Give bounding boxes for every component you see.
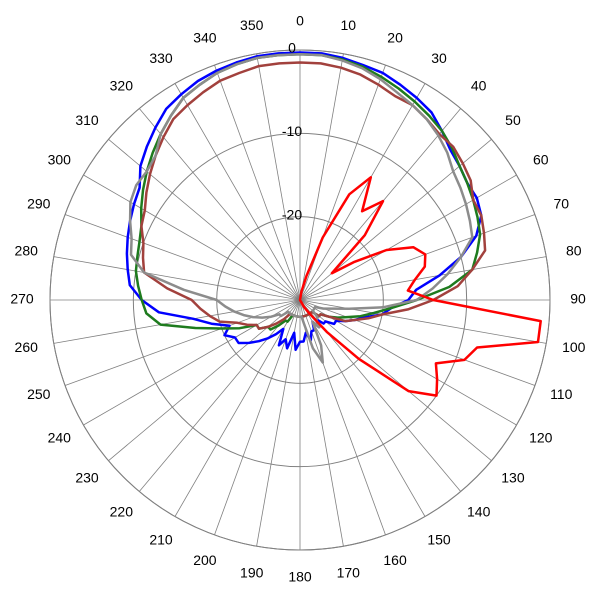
angle-label: 10: [340, 17, 356, 33]
angle-label: 230: [75, 469, 99, 485]
angle-label: 130: [501, 469, 525, 485]
angle-label: 260: [15, 339, 39, 355]
angle-label: 40: [471, 78, 487, 94]
series-line: [128, 52, 474, 364]
angle-label: 110: [550, 386, 573, 402]
angle-label: 290: [27, 196, 51, 212]
angle-label: 150: [427, 531, 451, 547]
spoke: [256, 53, 301, 301]
angle-label: 300: [48, 152, 72, 168]
spoke: [174, 83, 301, 301]
angle-label: 270: [10, 291, 34, 307]
angle-label: 320: [110, 78, 134, 94]
spoke: [174, 299, 301, 517]
angle-label: 310: [75, 112, 99, 128]
series-line: [125, 51, 483, 352]
spoke: [299, 174, 517, 301]
angle-label: 340: [193, 29, 217, 45]
angle-label: 100: [562, 339, 586, 355]
spoke: [53, 256, 301, 301]
spoke: [299, 299, 426, 517]
angle-label: 240: [48, 430, 72, 446]
spoke: [299, 299, 492, 462]
angle-label: 140: [467, 504, 491, 520]
angle-label: 0: [296, 13, 304, 29]
angle-label: 350: [240, 17, 264, 33]
angle-label: 200: [193, 552, 217, 568]
spoke: [299, 83, 426, 301]
ring: [132, 132, 468, 468]
angle-label: 280: [15, 242, 39, 258]
angle-label: 170: [337, 564, 361, 580]
spoke: [256, 299, 301, 547]
spoke: [299, 299, 547, 344]
angle-label: 210: [149, 531, 173, 547]
angle-label: 50: [505, 112, 521, 128]
series-line: [298, 176, 542, 397]
spoke: [299, 299, 536, 386]
angle-label: 180: [288, 569, 312, 585]
angle-label: 160: [383, 552, 407, 568]
ring: [49, 49, 551, 551]
spoke: [53, 299, 301, 344]
angle-label: 30: [431, 50, 447, 66]
spoke: [299, 214, 536, 301]
angle-label: 20: [387, 29, 403, 45]
r-tick-label: -20: [282, 206, 302, 222]
angle-label: 60: [533, 152, 549, 168]
angle-label: 190: [240, 564, 264, 580]
r-tick-label: -10: [282, 123, 302, 139]
angle-label: 330: [149, 50, 173, 66]
spoke: [299, 299, 386, 536]
spoke: [299, 299, 344, 547]
angle-label: 80: [566, 242, 582, 258]
spoke: [83, 174, 301, 301]
spoke: [64, 299, 301, 386]
spoke: [299, 256, 547, 301]
angle-label: 90: [570, 291, 586, 307]
angle-label: 250: [27, 386, 51, 402]
spoke: [64, 214, 301, 301]
angle-label: 120: [529, 430, 553, 446]
spoke: [299, 64, 386, 301]
spoke: [299, 53, 344, 301]
spoke: [83, 299, 301, 426]
angle-label: 70: [553, 196, 569, 212]
spoke: [214, 64, 301, 301]
spoke: [138, 108, 301, 301]
angle-label: 220: [110, 504, 134, 520]
spoke: [138, 299, 301, 492]
r-tick-label: 0: [288, 40, 296, 56]
